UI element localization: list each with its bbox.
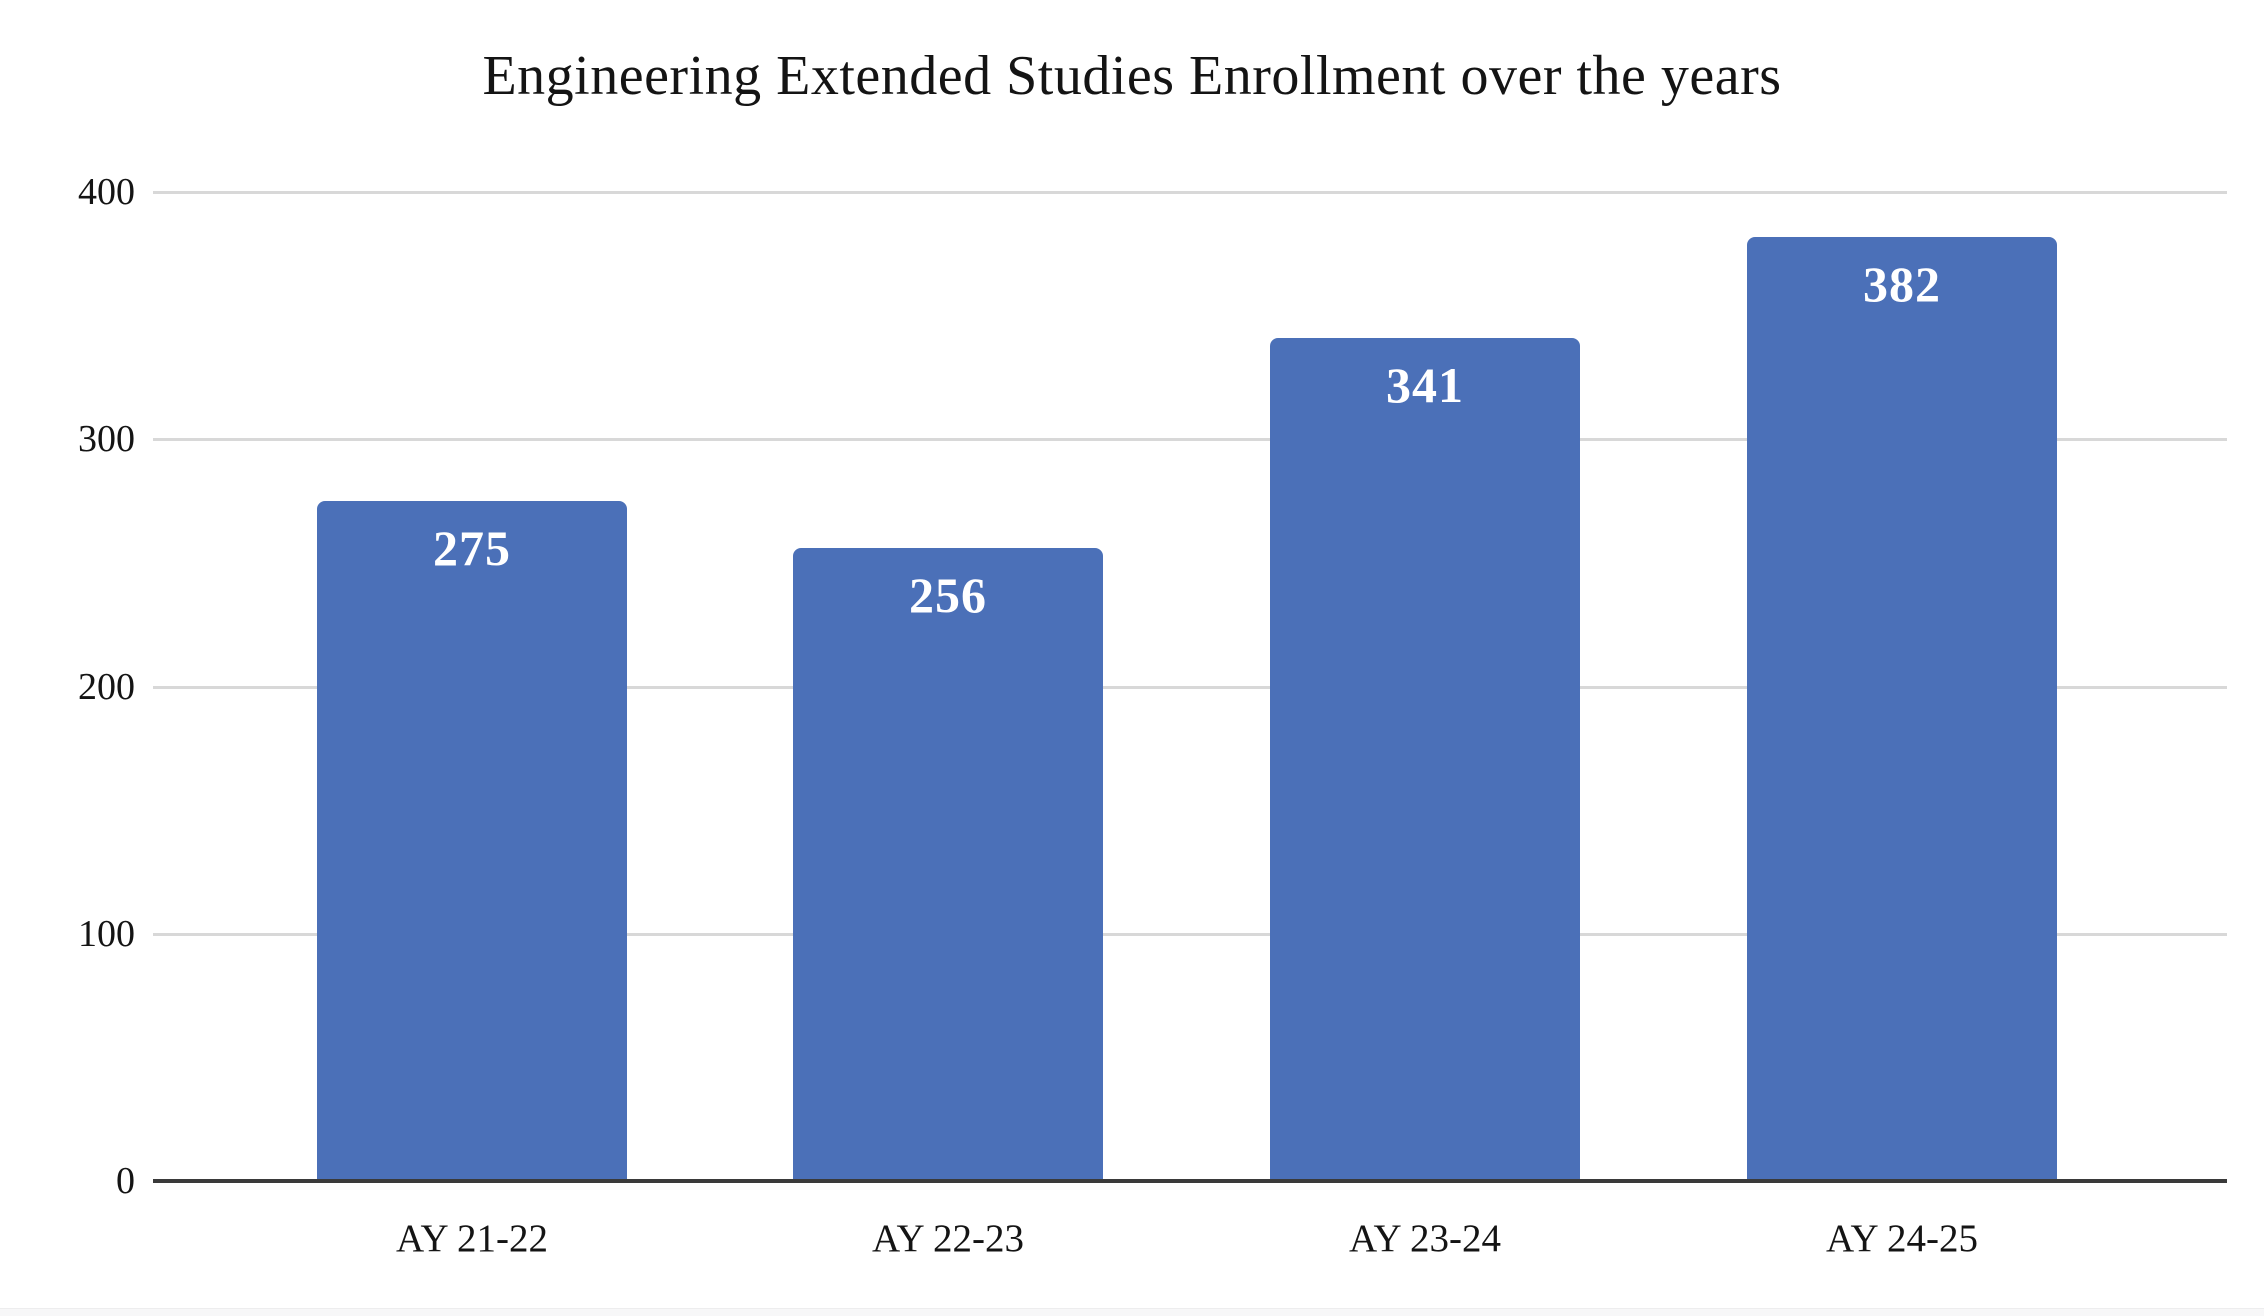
bar: 256 (793, 548, 1103, 1183)
chart-title: Engineering Extended Studies Enrollment … (482, 45, 1782, 107)
x-axis-tick-label: AY 24-25 (1825, 1217, 1979, 1260)
gridline (153, 685, 2227, 689)
bar: 382 (1747, 236, 2057, 1183)
gridline (153, 191, 2227, 194)
bottom-edge-strip (0, 1308, 2264, 1316)
bar: 341 (1270, 337, 1580, 1183)
y-axis-tick-label: 300 (78, 418, 135, 461)
x-axis-tick-label: AY 22-23 (871, 1217, 1025, 1260)
x-axis-line (153, 1179, 2227, 1183)
bar-value-label: 275 (433, 520, 511, 577)
y-axis-tick-label: 400 (78, 171, 135, 213)
x-axis-tick-label: AY 21-22 (395, 1217, 549, 1260)
bar-value-label: 341 (1386, 356, 1464, 413)
x-axis-tick-label: AY 23-24 (1348, 1217, 1502, 1260)
y-axis-tick-label: 200 (78, 665, 135, 708)
bar-value-label: 382 (1863, 255, 1941, 312)
gridline (153, 438, 2227, 442)
bar-value-label: 256 (909, 567, 987, 624)
gridline (153, 932, 2227, 936)
y-axis-tick-label: 0 (116, 1160, 135, 1202)
bar: 275 (317, 501, 627, 1183)
y-axis-tick-label: 100 (78, 912, 135, 955)
